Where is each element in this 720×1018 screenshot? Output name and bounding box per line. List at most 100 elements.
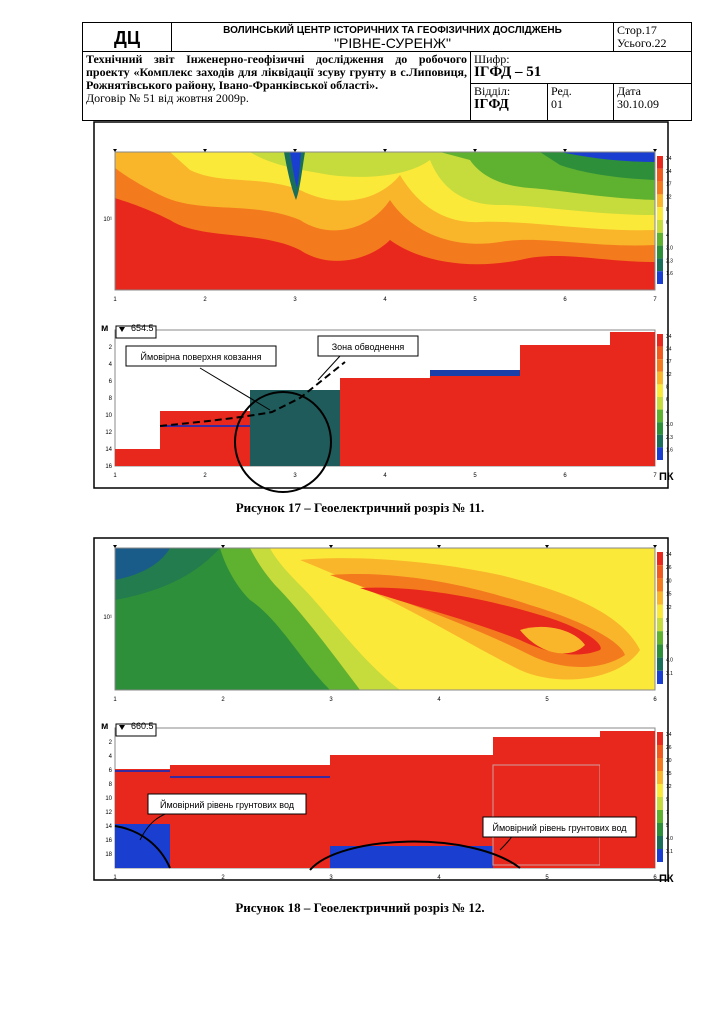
depth-tick-label: 6 <box>109 768 113 774</box>
station-marker <box>221 545 225 548</box>
x-tick-label: 2 <box>203 473 207 479</box>
legend-label: 15 <box>666 771 672 777</box>
station-marker <box>203 149 207 152</box>
x-tick-label: 5 <box>545 697 549 703</box>
legend-swatch <box>657 384 663 397</box>
report-cell: Технічний звіт Інженерно-геофізичні досл… <box>82 51 471 121</box>
station-unit: ПК <box>659 873 674 885</box>
depth-unit: м <box>101 323 108 334</box>
station-marker <box>473 149 477 152</box>
legend-label: 17 <box>666 359 672 365</box>
org: ВОЛИНСЬКИЙ ЦЕНТР ІСТОРИЧНИХ ТА ГЕОФІЗИЧН… <box>223 25 562 36</box>
x-tick-label: 4 <box>383 473 387 479</box>
date-cell: Дата 30.10.09 <box>613 83 692 121</box>
x-tick-label: 3 <box>293 473 297 479</box>
callout-box <box>147 793 307 815</box>
legend-label: 3.1 <box>666 671 673 677</box>
callout-box <box>125 345 277 367</box>
legend-label: 6 <box>666 220 669 226</box>
legend-swatch <box>657 797 663 810</box>
legend-label: 12 <box>666 605 672 611</box>
caption: Рисунок 17 – Геоелектричний розріз № 11. <box>235 500 485 515</box>
legend-label: 1.6 <box>666 447 673 453</box>
elevation-marker <box>119 327 125 332</box>
depth-tick-label: 6 <box>109 379 113 385</box>
legend-swatch <box>657 346 663 360</box>
station-marker <box>653 545 657 548</box>
callout-box <box>482 816 637 838</box>
legend-label: 6 <box>666 397 669 403</box>
legend-label: 4.0 <box>666 836 673 842</box>
x-tick-label: 3 <box>293 297 297 303</box>
contract: Договір № 51 від жовтня 2009р. <box>86 91 249 105</box>
callout: Ймовірна поверхня ковзання <box>141 351 262 362</box>
station-marker <box>653 149 657 152</box>
x-tick-label: 1 <box>113 697 117 703</box>
legend-swatch <box>657 194 663 208</box>
legend-label: 34 <box>666 732 672 738</box>
legend-label: 3.0 <box>666 422 673 428</box>
legend-swatch <box>657 271 663 284</box>
elevation: 660.5 <box>131 721 154 731</box>
station-marker <box>113 149 117 152</box>
legend-label: 24 <box>666 169 672 175</box>
callout-box <box>317 335 419 357</box>
legend-swatch <box>657 334 663 347</box>
legend-swatch <box>657 849 663 862</box>
x-tick-label: 4 <box>437 875 441 881</box>
legend-swatch <box>657 657 663 671</box>
legend-swatch <box>657 836 663 849</box>
legend-label: 3.0 <box>666 246 673 252</box>
legend-label: 12 <box>666 194 672 200</box>
legend-swatch <box>657 258 663 272</box>
x-tick-label: 6 <box>563 297 567 303</box>
depth-tick-label: 16 <box>105 838 112 844</box>
section <box>114 723 656 871</box>
legend-swatch <box>657 565 663 579</box>
figure-frame <box>93 537 669 881</box>
x-tick-label: 1 <box>113 473 117 479</box>
legend-swatch <box>657 409 663 423</box>
legend-label: 34 <box>666 552 672 558</box>
y-axis-label: 10¹ <box>103 217 112 223</box>
legend-label: 4 <box>666 233 669 239</box>
legend-label: 24 <box>666 347 672 353</box>
depth-tick-label: 4 <box>109 362 113 368</box>
legend-label: 2.3 <box>666 435 673 441</box>
station-marker <box>437 545 441 548</box>
legend-label: 20 <box>666 758 672 764</box>
callout: Зона обводнення <box>332 342 405 352</box>
y-axis-label: 10¹ <box>103 615 112 621</box>
date: 30.10.09 <box>617 97 659 111</box>
callout: Ймовірний рівень грунтових вод <box>160 799 295 810</box>
x-tick-label: 2 <box>221 697 225 703</box>
cipher-label: Шифр: <box>474 52 510 66</box>
station-marker <box>293 149 297 152</box>
legend-swatch <box>657 631 663 645</box>
legend-swatch <box>657 732 663 745</box>
page-no: Стор.17 <box>617 23 657 37</box>
station-marker <box>383 149 387 152</box>
legend-label: 12 <box>666 784 672 790</box>
legend-label: 4 <box>666 410 669 416</box>
legend-swatch <box>657 552 663 566</box>
x-tick-label: 1 <box>113 875 117 881</box>
depth-tick-label: 2 <box>109 740 113 746</box>
x-tick-label: 3 <box>329 697 333 703</box>
legend-label: 3.1 <box>666 849 673 855</box>
depth-tick-label: 10 <box>105 413 112 419</box>
x-tick-label: 5 <box>545 875 549 881</box>
legend-swatch <box>657 578 663 592</box>
legend-swatch <box>657 604 663 618</box>
legend-swatch <box>657 181 663 195</box>
legend-swatch <box>657 207 663 220</box>
dept: ІГФД <box>474 97 509 112</box>
x-tick-label: 7 <box>653 297 657 303</box>
x-tick-label: 6 <box>563 473 567 479</box>
legend-swatch <box>657 245 663 259</box>
legend-swatch <box>657 745 663 758</box>
figure-frame <box>93 121 669 489</box>
legend-swatch <box>657 359 663 372</box>
company: "РІВНЕ-СУРЕНЖ" <box>334 35 451 51</box>
dept-label: Відділ: <box>474 84 511 98</box>
